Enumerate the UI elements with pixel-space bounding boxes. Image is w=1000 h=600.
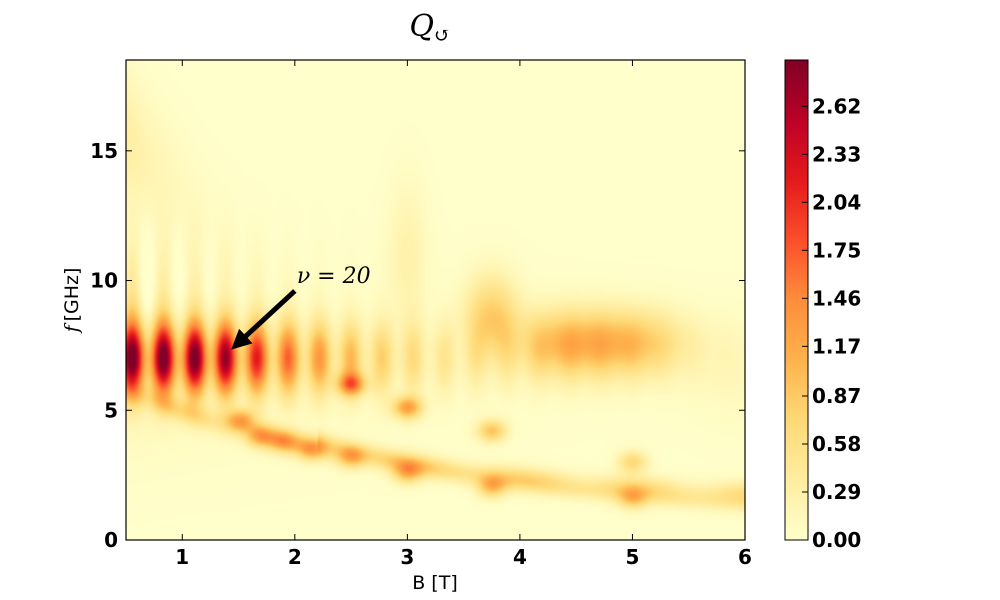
colorbar-tick-label: 0.58 [812,432,861,456]
y-tick-label: 15 [90,139,118,163]
colorbar-tick-label: 1.17 [812,334,861,358]
colorbar-tick-label: 2.04 [812,190,861,214]
colorbar-tick-label: 1.75 [812,238,861,262]
colorbar [784,59,809,541]
x-tick-label: 6 [738,545,752,569]
colorbar-ticks: 0.00 0.29 0.58 0.87 1.17 1.46 1.75 2.04 2.33 2.62 [802,94,861,552]
colorbar-tick-label: 2.33 [812,142,861,166]
heatmap-image [126,60,745,540]
x-tick-label: 4 [513,545,527,569]
colorbar-tick-label: 0.87 [812,384,861,408]
chart-title: Q↺ [409,9,450,47]
colorbar-tick-label: 2.62 [812,94,861,118]
chart-title-subscript: ↺ [434,23,451,47]
annotation-arrow [231,289,297,350]
y-axis-ticks: 0 5 10 15 [90,139,745,552]
plot-area [126,60,745,540]
annotation-label: ν = 20 [297,264,371,289]
x-tick-label: 2 [288,545,302,569]
y-tick-label: 5 [104,398,118,422]
plot-frame [125,59,746,541]
y-axis-label: f[GHz] [61,268,83,335]
y-tick-label: 10 [90,269,118,293]
x-tick-label: 3 [400,545,414,569]
colorbar-tick-label: 0.29 [812,480,861,504]
x-axis-label: B [T] [412,572,458,594]
y-tick-label: 0 [104,528,118,552]
colorbar-tick-label: 1.46 [812,286,861,310]
x-axis-ticks: 1 2 3 4 5 6 [175,60,752,569]
x-tick-label: 5 [625,545,639,569]
x-tick-label: 1 [175,545,189,569]
colorbar-tick-label: 0.00 [812,528,861,552]
